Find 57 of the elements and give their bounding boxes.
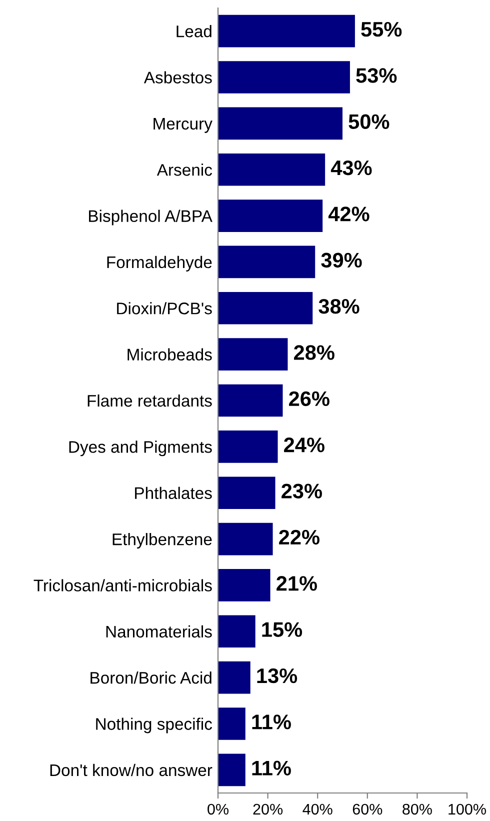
y-tick-label: Lead: [176, 25, 212, 38]
data-label: 15%: [262, 622, 302, 637]
data-label: 43%: [330, 160, 372, 176]
y-tick-label: Asbestos: [144, 71, 212, 84]
data-label: 53%: [356, 68, 397, 83]
y-tick-label: Ethylbenzene: [112, 532, 212, 549]
bar: [218, 153, 326, 186]
data-label: 23%: [282, 484, 322, 498]
data-label: 28%: [294, 345, 334, 360]
y-tick-label: Nanomaterials: [106, 625, 212, 638]
y-tick-label: Formaldehyde: [107, 256, 212, 272]
bar: [218, 14, 355, 48]
bar: [218, 338, 288, 370]
y-tick-label: Phthalates: [135, 486, 212, 500]
bar: [218, 200, 323, 232]
data-label: 13%: [257, 668, 298, 684]
x-tick-label: 80%: [402, 804, 432, 815]
y-tick-label: Don't know/no answer: [50, 764, 212, 776]
bar: [218, 430, 278, 463]
x-tick-label: 0%: [208, 804, 228, 815]
data-label: 38%: [318, 298, 360, 314]
bar: [218, 61, 350, 94]
data-label: 22%: [279, 530, 320, 545]
x-tick-label: 20%: [253, 804, 283, 815]
bar: [218, 569, 270, 602]
y-tick-label: Triclosan/anti-microbials: [34, 579, 212, 592]
data-label: 26%: [289, 391, 330, 406]
data-label: 11%: [252, 714, 291, 730]
x-tick-label: 40%: [302, 804, 332, 815]
bar: [218, 754, 246, 786]
data-label: 24%: [284, 438, 324, 452]
y-tick-label: Mercury: [154, 118, 212, 133]
y-tick-label: Bisphenol A/BPA: [89, 210, 212, 226]
y-tick-label: Nothing specific: [96, 718, 212, 734]
y-tick-label: Boron/Boric Acid: [90, 672, 212, 684]
data-label: 11%: [252, 760, 291, 776]
data-label: 50%: [348, 114, 390, 130]
y-tick-label: Flame retardants: [88, 394, 212, 407]
x-tick-label: 100%: [448, 804, 486, 815]
y-tick-label: Arsenic: [156, 164, 212, 176]
bar: [218, 708, 246, 740]
y-tick-label: Dioxin/PCB's: [117, 302, 212, 314]
x-tick-label: 60%: [352, 804, 382, 815]
data-label: 21%: [276, 576, 317, 591]
data-label: 39%: [321, 252, 362, 268]
y-tick-label: Microbeads: [128, 348, 212, 361]
y-tick-label: Dyes and Pigments: [69, 440, 212, 456]
bar: [218, 246, 316, 278]
data-label: 55%: [361, 22, 402, 37]
bar: [218, 661, 250, 694]
bar: [218, 615, 256, 648]
bar: [218, 107, 342, 140]
data-label: 42%: [328, 206, 370, 222]
bar: [218, 292, 313, 324]
bar: [218, 476, 276, 510]
bar: [218, 384, 283, 417]
bar: [218, 522, 273, 556]
